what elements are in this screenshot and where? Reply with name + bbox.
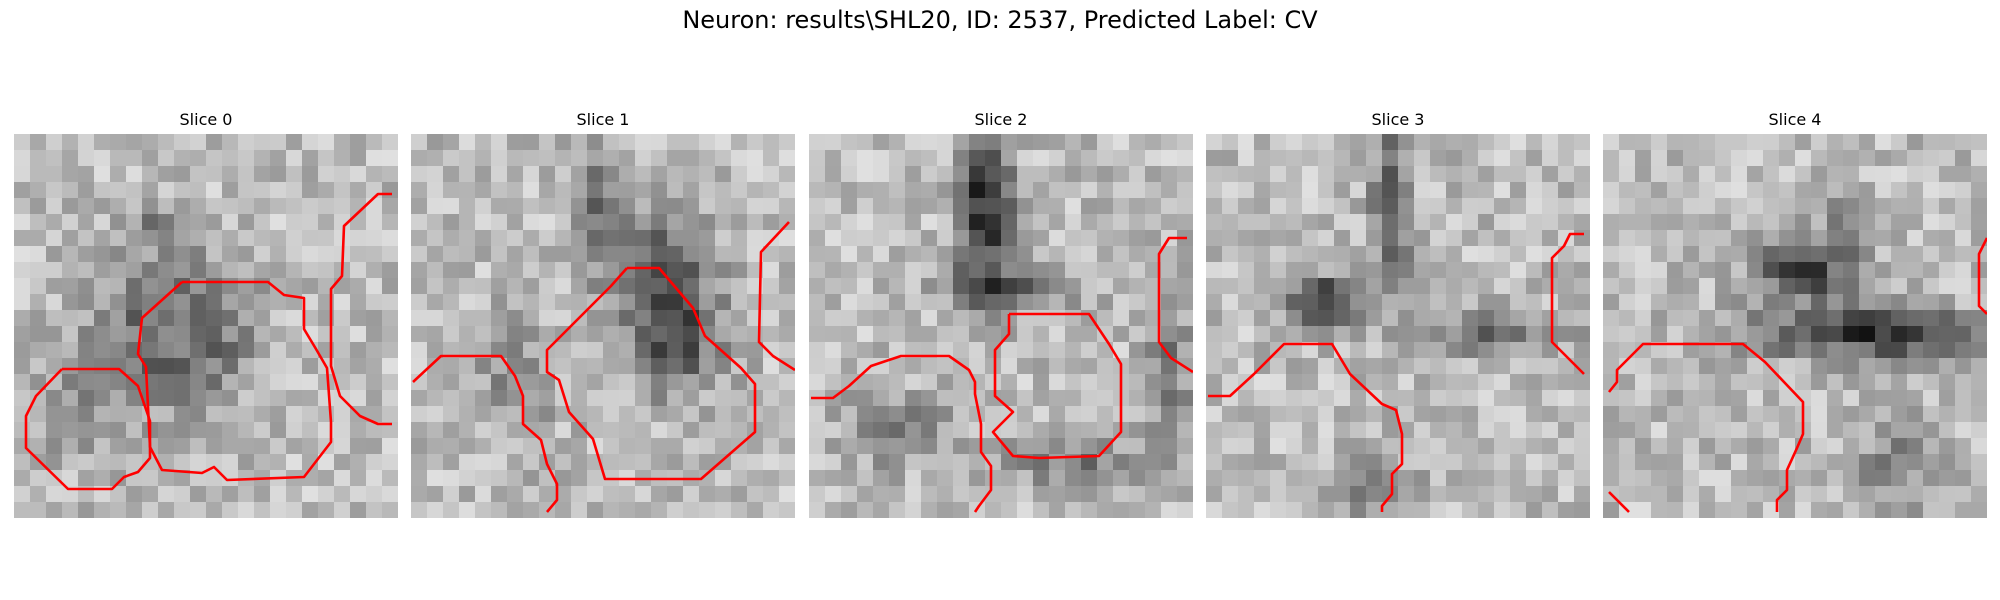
contour-overlay	[811, 236, 1193, 513]
slice-panel-3: Slice 3	[1206, 108, 1590, 518]
slice-title: Slice 2	[974, 110, 1028, 129]
slice-title: Slice 1	[576, 110, 630, 129]
slice-panel-2: Slice 2	[809, 108, 1193, 518]
slice-image-0	[14, 134, 398, 518]
contour-overlay	[1208, 232, 1585, 512]
slice-image-4	[1603, 134, 1987, 518]
slice-panel-1: Slice 1	[411, 108, 795, 518]
contour-overlay	[24, 192, 392, 491]
slice-image-1	[411, 134, 795, 518]
slice-panel-4: Slice 4	[1603, 108, 1987, 518]
slice-image-2	[809, 134, 1193, 518]
slice-title: Slice 3	[1371, 110, 1425, 129]
slice-panel-0: Slice 0	[14, 108, 398, 518]
figure-title: Neuron: results\SHL20, ID: 2537, Predict…	[682, 6, 1318, 34]
slice-title: Slice 4	[1768, 110, 1822, 129]
contour-overlay	[1607, 237, 1987, 513]
contour-overlay	[412, 221, 795, 513]
slice-title: Slice 0	[179, 110, 233, 129]
slice-image-3	[1206, 134, 1590, 518]
